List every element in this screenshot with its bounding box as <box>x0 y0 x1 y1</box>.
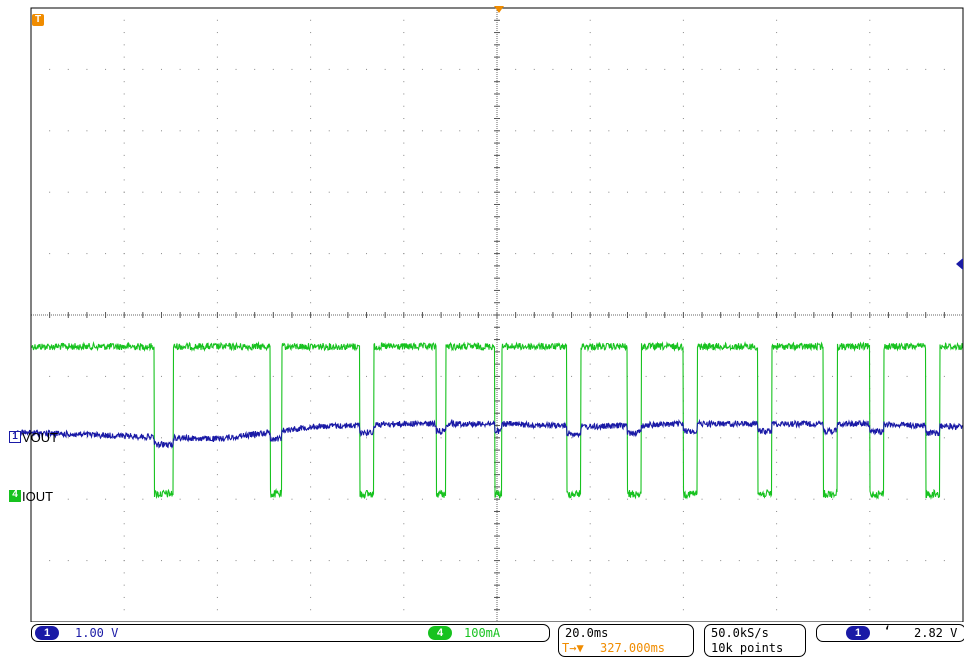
trigger-position-prefix: T→▼ <box>562 641 584 655</box>
scope-screen <box>16 7 964 622</box>
ch1-ground-marker: 1 <box>9 431 21 443</box>
waveform-traces <box>16 340 964 500</box>
ch1-badge[interactable]: 1 <box>35 626 59 640</box>
ch4-ground-marker: 4 <box>9 490 21 502</box>
trigger-position-value: 327.000ms <box>600 641 666 655</box>
ch4-badge-number: 4 <box>436 627 444 639</box>
timebase-scale: 20.0ms <box>565 626 609 640</box>
timebase-box[interactable]: 20.0ms T→▼ 327.000ms <box>558 624 694 657</box>
trigger-source-badge: 1 <box>846 626 870 640</box>
ch4-trace-label: IOUT <box>22 489 54 504</box>
ch1-marker-number: 1 <box>12 431 18 442</box>
trigger-source-number: 1 <box>854 627 862 639</box>
trigger-level-arrow-icon <box>956 258 963 270</box>
acquisition-box[interactable]: 50.0kS/s 10k points <box>704 624 806 657</box>
trigger-box[interactable]: 1 ʻ 2.82 V <box>816 624 964 642</box>
record-length: 10k points <box>711 641 784 655</box>
sample-rate: 50.0kS/s <box>711 626 769 640</box>
iout-waveform <box>31 340 964 500</box>
trigger-marker-icon: T <box>32 14 44 26</box>
falling-edge-icon: ʻ <box>883 624 892 640</box>
graticule <box>30 7 964 622</box>
ch1-trace-label: VOUT <box>22 430 59 445</box>
status-bar: 1 1.00 V 4 100mA 20.0ms T→▼ 327.000ms 50… <box>0 622 964 657</box>
ch1-scale[interactable]: 1.00 V <box>75 626 119 640</box>
ch1-badge-number: 1 <box>43 627 51 639</box>
vertical-scale-box: 1 1.00 V 4 100mA <box>31 624 550 642</box>
ch4-scale[interactable]: 100mA <box>464 626 501 640</box>
vout-waveform <box>16 418 964 449</box>
ch4-marker-number: 4 <box>12 489 18 500</box>
trigger-marker-label: T <box>34 14 42 25</box>
ch4-badge[interactable]: 4 <box>428 626 452 640</box>
trigger-position-icon <box>494 6 504 13</box>
trigger-level: 2.82 V <box>914 626 958 640</box>
